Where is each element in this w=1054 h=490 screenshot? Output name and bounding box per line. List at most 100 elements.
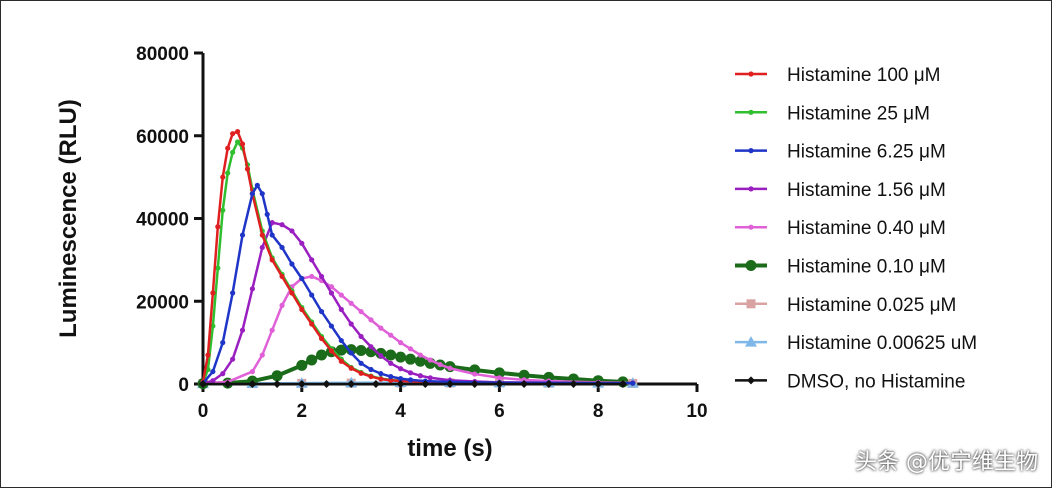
data-point (220, 371, 226, 377)
plot-series (197, 129, 639, 390)
legend-marker (745, 336, 757, 347)
data-point (220, 174, 226, 180)
series-line (202, 221, 633, 385)
data-point (378, 353, 384, 359)
data-point (388, 377, 394, 383)
data-point (396, 380, 405, 388)
data-point (273, 380, 282, 388)
legend-label: Histamine 1.56 μM (787, 180, 946, 201)
data-point (309, 292, 315, 298)
data-point (398, 366, 404, 372)
data-point (417, 373, 423, 379)
data-point (269, 257, 275, 263)
data-point (215, 224, 221, 230)
data-point (388, 332, 394, 338)
data-point (328, 348, 335, 354)
legend-item: Histamine 100 μM (735, 65, 941, 86)
data-point (355, 344, 367, 356)
data-point (421, 380, 430, 388)
data-point (348, 300, 354, 306)
data-point (269, 327, 275, 333)
data-point (299, 306, 305, 313)
data-point (368, 366, 374, 373)
data-point (230, 149, 236, 155)
data-point (210, 378, 216, 384)
data-point (378, 325, 384, 331)
data-point (318, 273, 325, 280)
series-line (202, 275, 633, 385)
data-point (496, 375, 502, 381)
data-point (309, 257, 315, 263)
legend-label: Histamine 0.40 μM (787, 218, 946, 239)
legend-label: Histamine 100 μM (787, 65, 941, 86)
data-point (520, 380, 529, 388)
data-point (289, 261, 295, 267)
legend-label: DMSO, no Histamine (787, 371, 965, 392)
data-point (230, 131, 236, 137)
series-5 (197, 344, 629, 390)
data-point (518, 369, 530, 381)
y-tick-label: 40000 (136, 210, 189, 231)
data-point (223, 380, 232, 388)
data-point (407, 346, 414, 352)
legend-item: DMSO, no Histamine (735, 371, 965, 392)
data-point (259, 352, 265, 358)
x-ticks: 0 2 4 6 8 10 (198, 384, 708, 422)
data-point (404, 353, 416, 365)
data-point (249, 286, 255, 292)
data-point (296, 359, 308, 371)
data-point (388, 360, 394, 366)
legend-marker (748, 148, 754, 154)
data-point (348, 350, 354, 356)
data-point (306, 354, 318, 366)
legend-item: Histamine 1.56 μM (735, 180, 946, 201)
data-point (368, 373, 374, 380)
data-point (358, 333, 364, 340)
data-point (289, 228, 295, 234)
data-point (318, 335, 325, 342)
x-tick-label: 10 (686, 401, 707, 422)
legend-label: Histamine 0.025 μM (787, 295, 956, 316)
data-point (521, 377, 527, 383)
data-point (205, 352, 211, 358)
data-point (225, 145, 231, 151)
data-point (378, 376, 384, 382)
data-point (279, 222, 285, 228)
data-point (316, 349, 328, 361)
data-point (225, 170, 231, 176)
data-point (437, 361, 443, 368)
data-point (388, 373, 394, 380)
x-axis-title: time (s) (407, 435, 492, 462)
x-tick-label: 2 (297, 401, 308, 422)
data-point (220, 340, 226, 346)
series-line (202, 184, 633, 385)
data-point (618, 380, 627, 388)
data-point (210, 368, 216, 375)
legend-item: Histamine 0.025 μM (735, 295, 956, 316)
data-point (427, 375, 433, 381)
legend-item: Histamine 25 μM (735, 103, 930, 124)
legend-label: Histamine 0.10 μM (787, 257, 946, 278)
legend-label: Histamine 0.00625 uM (787, 333, 977, 354)
x-tick-label: 6 (494, 401, 505, 422)
data-point (259, 244, 265, 251)
data-point (210, 290, 216, 296)
data-point (345, 344, 357, 356)
data-point (199, 380, 207, 388)
data-point (407, 377, 414, 383)
data-point (239, 232, 246, 238)
legend-marker (745, 260, 757, 271)
data-point (299, 240, 305, 246)
data-point (417, 352, 423, 358)
data-point (249, 191, 255, 197)
data-point (447, 365, 453, 371)
legend-item: Histamine 0.10 μM (735, 257, 946, 278)
data-point (244, 166, 251, 172)
data-point (544, 380, 553, 388)
data-point (630, 380, 636, 386)
data-point (322, 380, 331, 388)
data-point (385, 349, 397, 361)
data-point (470, 380, 479, 388)
series-4 (200, 273, 636, 387)
